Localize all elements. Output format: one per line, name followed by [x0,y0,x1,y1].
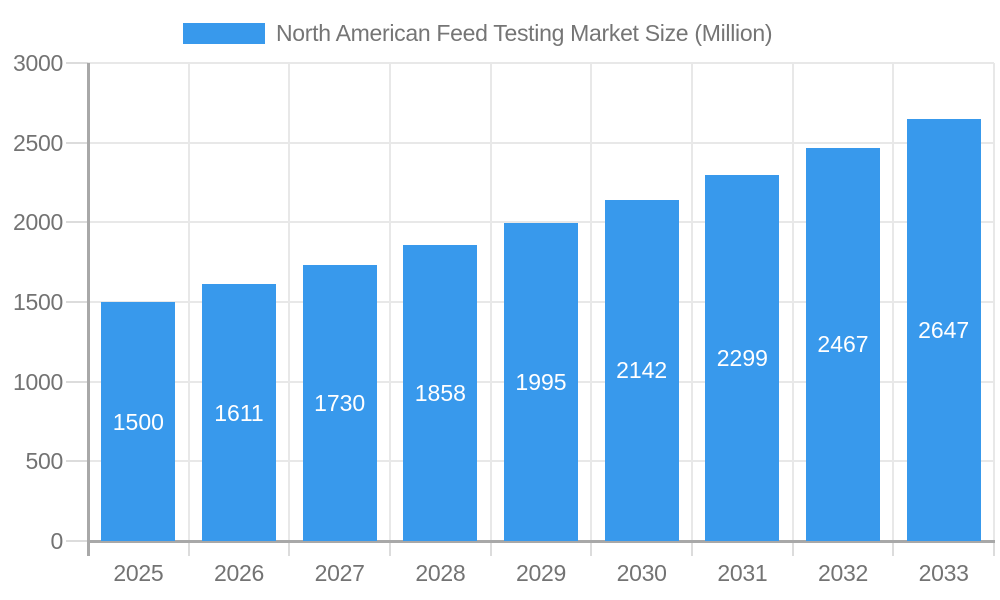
legend-label: North American Feed Testing Market Size … [276,20,773,46]
y-tick-mark [66,301,88,303]
gridline-horizontal [88,62,994,64]
bar-value-label: 2647 [918,317,970,344]
x-tick-mark [892,541,895,556]
bar[interactable]: 2299 [705,174,780,541]
gridline-vertical [489,63,492,541]
x-tick-mark [590,541,593,556]
x-axis-tick-label: 2032 [818,560,868,586]
y-tick-mark [66,62,88,64]
legend[interactable]: North American Feed Testing Market Size … [183,20,772,47]
y-axis-tick-label: 2000 [13,209,63,236]
y-tick-mark [66,540,88,542]
gridline-horizontal [88,221,994,224]
bar[interactable]: 1500 [101,302,176,541]
bar[interactable]: 2142 [604,199,679,541]
gridline-vertical [691,63,693,541]
legend-swatch[interactable] [183,23,265,44]
bar[interactable]: 1858 [403,244,478,541]
bar[interactable]: 2467 [806,147,880,541]
gridline-vertical [791,63,794,541]
gridline-vertical [892,63,895,541]
y-axis-line [87,63,90,556]
y-axis-tick-label: 1000 [13,368,63,395]
x-tick-mark [489,541,492,556]
x-tick-mark [993,541,995,556]
bar-value-label: 2142 [616,357,668,384]
bar[interactable]: 2647 [906,119,981,541]
bar-value-label: 2299 [716,344,768,371]
y-tick-mark [66,221,88,224]
x-tick-mark [791,541,794,556]
x-axis-line [87,540,995,543]
bar-value-label: 1730 [314,390,366,417]
x-axis-tick-label: 2033 [918,560,969,586]
bar-value-label: 1611 [214,399,264,426]
gridline-horizontal [88,141,994,144]
y-axis-tick-label: 3000 [13,50,63,76]
y-tick-mark [66,460,88,463]
gridline-vertical [389,63,391,541]
gridline-vertical [590,63,593,541]
x-axis-tick-label: 2025 [113,560,164,586]
x-axis-tick-label: 2026 [214,560,264,586]
y-axis-tick-label: 1500 [13,289,63,315]
y-tick-mark [66,380,88,383]
x-axis-tick-label: 2027 [314,560,365,586]
x-tick-mark [691,541,693,556]
gridline-vertical [187,63,190,541]
x-axis-tick-label: 2028 [415,560,466,586]
y-tick-mark [66,141,88,144]
gridline-vertical [288,63,291,541]
y-axis-tick-label: 0 [50,528,64,554]
bar-value-label: 1858 [414,379,466,406]
x-axis-tick-label: 2030 [616,560,667,586]
bar[interactable]: 1995 [504,223,578,541]
bar-value-label: 1500 [112,408,164,435]
gridline-vertical [993,63,995,541]
bar[interactable]: 1611 [202,284,276,541]
bar-value-label: 2467 [817,331,869,358]
bar-value-label: 1995 [515,369,567,396]
x-tick-mark [288,541,291,556]
y-axis-tick-label: 500 [25,448,64,475]
y-axis-tick-label: 2500 [13,129,63,156]
x-axis-tick-label: 2029 [516,560,566,586]
x-tick-mark [187,541,190,556]
x-tick-mark [389,541,391,556]
x-axis-tick-label: 2031 [717,560,768,586]
bar[interactable]: 1730 [302,265,377,541]
